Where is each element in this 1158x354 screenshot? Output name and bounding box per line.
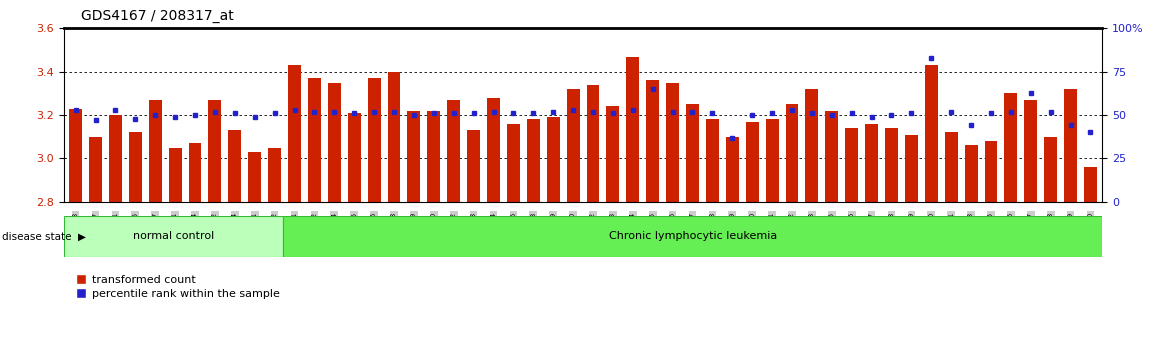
Bar [785,104,799,202]
Bar [148,100,162,202]
Bar [547,117,559,202]
Bar [129,132,141,202]
Bar [885,128,897,202]
Bar [328,82,340,202]
Bar [109,115,122,202]
Bar [89,137,102,202]
Bar [925,65,938,202]
Bar [308,78,321,202]
Bar [427,111,440,202]
Bar [288,65,301,202]
Bar [367,78,381,202]
Bar [566,89,579,202]
Bar [746,121,758,202]
Bar [347,113,360,202]
Bar [626,57,639,202]
Bar [666,82,679,202]
Text: GDS4167 / 208317_at: GDS4167 / 208317_at [81,9,234,23]
Bar [607,106,620,202]
Bar [826,111,838,202]
Bar [945,132,958,202]
Bar [228,130,241,202]
Bar [408,111,420,202]
Bar [69,109,82,202]
Bar [488,98,500,202]
Bar [686,104,699,202]
Bar [1045,137,1057,202]
Bar [865,124,878,202]
Text: Chronic lymphocytic leukemia: Chronic lymphocytic leukemia [609,231,777,241]
Legend: transformed count, percentile rank within the sample: transformed count, percentile rank withi… [75,275,279,299]
Text: normal control: normal control [133,231,214,241]
Bar [208,100,221,202]
Bar [765,119,778,202]
Bar [169,148,182,202]
Bar [984,141,997,202]
Bar [706,119,719,202]
Bar [248,152,262,202]
Bar [284,216,1102,257]
Bar [904,135,918,202]
Bar [269,148,281,202]
Bar [965,145,977,202]
Bar [189,143,201,202]
Bar [806,89,819,202]
Bar [1084,167,1097,202]
Text: disease state  ▶: disease state ▶ [2,231,87,241]
Bar [467,130,481,202]
Bar [726,137,739,202]
Bar [845,128,858,202]
Bar [1025,100,1038,202]
Bar [64,216,284,257]
Bar [587,85,600,202]
Bar [388,72,401,202]
Bar [447,100,460,202]
Bar [527,119,540,202]
Bar [507,124,520,202]
Bar [1004,93,1018,202]
Bar [1064,89,1077,202]
Bar [646,80,659,202]
